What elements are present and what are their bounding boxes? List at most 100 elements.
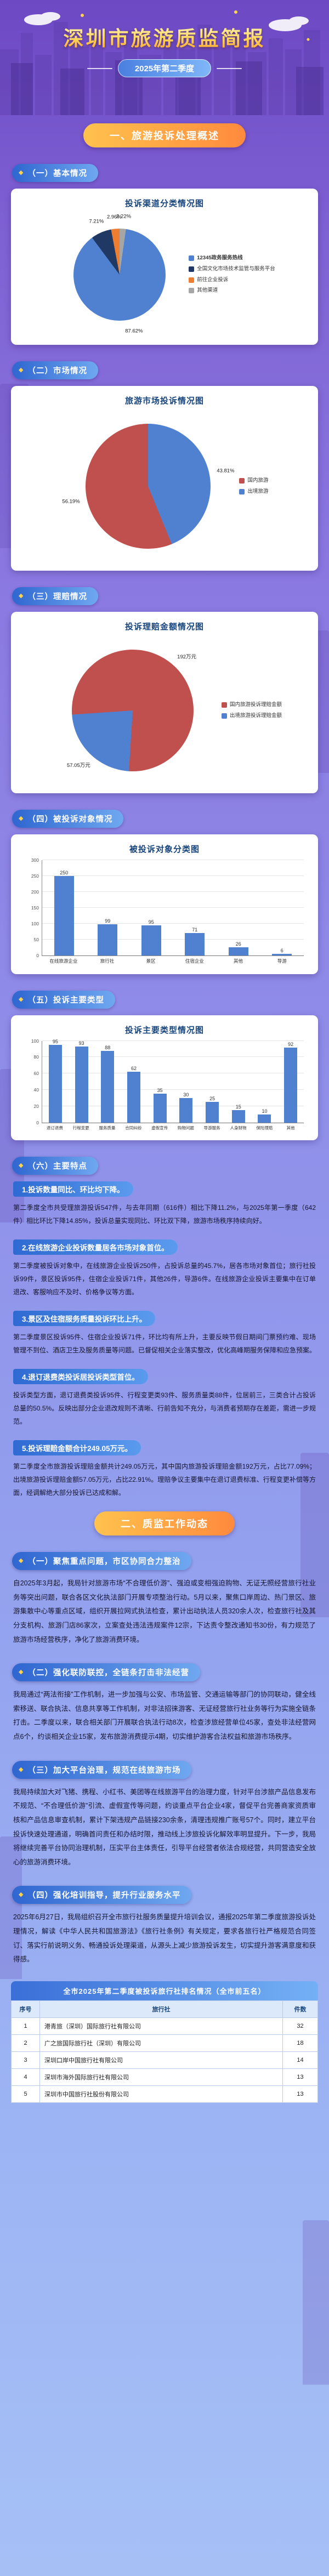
feature-title: 1.投诉数量同比、环比均下降。 [13,1181,133,1197]
x-axis-label: 退订退费 [46,1125,63,1130]
x-axis-label: 导游 [277,958,287,964]
diamond-icon: ◆ [19,996,24,1003]
legend-swatch [239,488,245,494]
gridline [42,875,304,876]
pie-slice-label: 2.22% [116,213,132,220]
x-axis-label: 虚假宣传 [151,1125,168,1130]
legend-swatch [189,266,195,272]
col-header-index: 序号 [11,2000,40,2018]
y-axis-tick: 50 [33,937,39,942]
x-axis-label: 旅行社 [100,958,115,964]
bar: 15 [225,1041,252,1123]
table-row: 4 深圳市海外国际旅行社有限公司 13 [11,2068,318,2086]
work-item-body: 我局通过“两法衔接”工作机制，进一步加强与公安、市场监管、交通运输等部门的协同联… [13,1691,316,1741]
diamond-icon: ◆ [19,169,24,176]
bar-rect [141,925,161,956]
gridline [42,1040,304,1041]
feature-item: 5.投诉理赔金额合计249.05万元。 第二季度全市旅游投诉理赔金额共计249.… [13,1440,316,1499]
bar: 30 [173,1041,200,1123]
subsection-label: （四）被投诉对象情况 [27,815,113,824]
diamond-icon: ◆ [19,815,24,822]
legend-item: 12345政务服务热线 [189,255,275,262]
diamond-icon: ◆ [19,1891,24,1898]
gridline [42,1056,304,1057]
work-title-label: （三）加大平台治理，规范在线旅游市场 [27,1766,181,1775]
feature-body: 投诉类型方面，退订退费类投诉95件、行程变更类93件、服务质量类88件，位居前三… [13,1391,316,1425]
pie-graphic [86,424,211,549]
legend-item: 出境旅游 [239,488,269,496]
feature-item: 4.退订退费类投诉居投诉类型首位。 投诉类型方面，退订退费类投诉95件、行程变更… [13,1369,316,1428]
y-axis-tick: 0 [36,953,39,958]
y-axis-tick: 250 [31,873,39,879]
feature-title: 3.景区及住宿服务质量投诉环比上升。 [13,1311,156,1326]
chart-title: 投诉渠道分类情况图 [124,199,204,208]
subsection-basic-situation: ◆ （一）基本情况 [12,164,98,182]
legend-item: 全国文化市场技术监管与服务平台 [189,266,275,273]
work-item-title: ◆ （二）强化联防联控，全链条打击非法经营 [12,1663,200,1682]
y-axis-tick: 100 [31,921,39,926]
subsection-market-situation: ◆ （二）市场情况 [12,361,98,379]
work-item-title: ◆ （四）强化培训指导，提升行业服务水平 [12,1886,192,1904]
subsection-label: （六）主要特点 [27,1162,87,1171]
diamond-icon: ◆ [19,1669,24,1676]
x-axis-label: 其他 [234,958,243,964]
subsection-claims-situation: ◆ （三）理赔情况 [12,587,98,605]
legend-item: 出境旅游投诉理赔金额 [221,713,282,720]
feature-item: 3.景区及住宿服务质量投诉环比上升。 第二季度景区投诉95件、住宿企业投诉71件… [13,1311,316,1357]
bar-rect [101,1050,115,1123]
subsection-complaint-types: ◆ （五）投诉主要类型 [12,990,115,1009]
work-title-label: （一）聚焦重点问题，市区协同合力整治 [27,1557,181,1566]
claims-pie-card: 投诉理赔金额情况图 57.05万元 192万元 国内旅游投诉理赔金额 出境旅游投诉… [11,612,318,793]
legend-item: 国内旅游投诉理赔金额 [221,702,282,709]
table-row: 5 深圳市中国旅行社股份有限公司 13 [11,2085,318,2103]
page-subtitle-row: 2025年第二季度 [0,59,329,77]
bar: 26 [217,860,260,956]
feature-body: 第二季度被投诉对象中，在线旅游企业投诉250件，占投诉总量的45.7%，居各市场… [13,1262,316,1296]
table-header-row: 序号 旅行社 件数 [11,2000,318,2018]
ranking-table-title: 全市2025年第二季度被投诉旅行社排名情况（全市前五名） [11,1981,318,2000]
feature-title: 5.投诉理赔金额合计249.05万元。 [13,1440,141,1455]
subsection-complained-targets: ◆ （四）被投诉对象情况 [12,810,124,828]
bar-value-label: 26 [235,941,241,947]
gridline [42,1089,304,1090]
bar: 92 [277,1041,304,1123]
bar-value-label: 88 [105,1044,111,1050]
pie-chart-market: 43.81% 56.19% 国内旅游 出境旅游 [18,412,311,561]
bar-value-label: 6 [280,947,283,953]
x-axis-label: 购物问题 [177,1125,194,1130]
work-item: ◆ （二）强化联防联控，全链条打击非法经营 我局通过“两法衔接”工作机制，进一步… [0,1663,329,1744]
y-axis-tick: 0 [36,1119,39,1125]
x-axis-label: 其他 [286,1125,295,1130]
bar-plot: 0 50 100 150 200 250 300 250 99 95 71 26 6 [31,857,304,958]
legend-swatch [189,288,195,294]
pie-slice-label: 192万元 [177,653,197,660]
bar-rect [98,924,118,956]
chart-title: 投诉理赔金额情况图 [124,622,204,632]
work-item-title: ◆ （三）加大平台治理，规范在线旅游市场 [12,1760,192,1779]
bar-value-label: 95 [52,1039,58,1045]
pie-area: 57.05万元 192万元 [47,638,218,783]
cell-index: 5 [11,2085,40,2103]
legend-label: 出境旅游 [247,488,269,494]
bar: 250 [42,860,86,956]
diamond-icon: ◆ [19,1162,24,1169]
feature-item: 1.投诉数量同比、环比均下降。 第二季度全市共受理旅游投诉547件，与去年同期（… [13,1181,316,1227]
table-row: 2 广之旅国际旅行社（深圳）有限公司 18 [11,2034,318,2052]
legend-item: 前往企业投诉 [189,277,275,284]
work-title-label: （四）强化培训指导，提升行业服务水平 [27,1891,181,1901]
bar: 88 [94,1041,121,1123]
y-axis-tick: 200 [31,889,39,895]
building-silhouette [303,2220,329,2385]
pie-slice-label: 7.21% [89,218,104,225]
bar-rect [206,1102,219,1123]
gridline [42,955,304,956]
pie-graphic [71,650,194,771]
pie-area: 2.22% 87.62% 7.21% 2.96% [54,214,185,335]
legend-label: 国内旅游 [247,477,269,484]
subsection-label: （二）市场情况 [27,367,87,376]
work-item-body: 自2025年3月起，我局针对旅游市场“不合理低价游”、强迫或变相强迫购物、无证无… [13,1579,316,1644]
y-axis-tick: 20 [33,1103,39,1109]
pie-area: 43.81% 56.19% [60,412,236,561]
legend-label: 其他渠道 [197,287,218,294]
header: 深圳市旅游质监简报 2025年第二季度 [0,0,329,118]
